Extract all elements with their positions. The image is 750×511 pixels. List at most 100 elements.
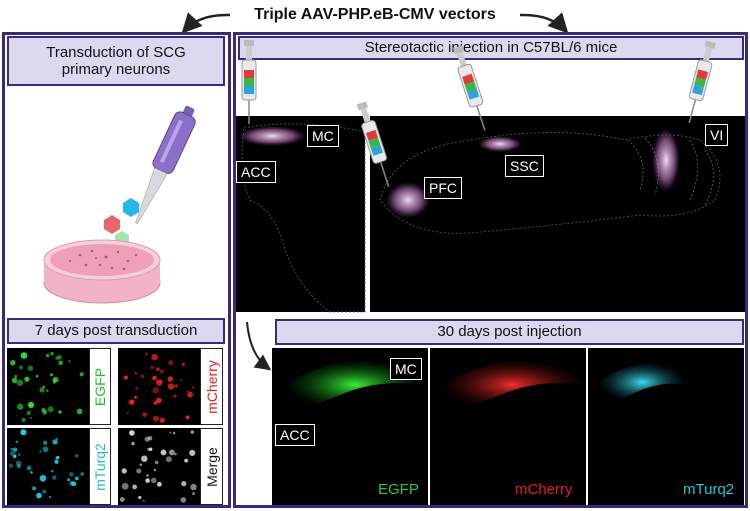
- cell-dot: [146, 474, 149, 477]
- cell-dot: [153, 468, 156, 471]
- cell-dot: [126, 411, 129, 414]
- cell-dot: [153, 401, 158, 405]
- cell-dot: [15, 440, 19, 444]
- cell-dot: [181, 481, 187, 487]
- right-panel-header: Stereotactic injection in C57BL/6 mice: [238, 36, 744, 60]
- cell-dot: [152, 387, 159, 394]
- sagittal-outline: [379, 132, 721, 234]
- region-label-mc: MC: [307, 125, 339, 147]
- cell-dot: [42, 385, 45, 389]
- cell-dot: [169, 449, 175, 456]
- region-label-acc: ACC: [236, 161, 276, 183]
- cell-dot: [160, 449, 167, 456]
- right-panel-subheader: 30 days post injection: [275, 319, 744, 345]
- cell-dot: [27, 365, 34, 372]
- cell-dot: [36, 492, 42, 499]
- figure-title: Triple AAV-PHP.eB-CMV vectors: [254, 6, 496, 23]
- cell-dot: [52, 439, 58, 445]
- cell-dot: [139, 463, 142, 466]
- ssc-injection: [478, 136, 522, 152]
- cell-dot: [68, 360, 71, 363]
- cell-dot: [150, 477, 157, 484]
- syringe-icon-2: [356, 101, 390, 187]
- right-arrow: [519, 12, 569, 34]
- vector-cyan-icon: [123, 198, 139, 217]
- cell-dot: [31, 486, 37, 491]
- cell-dot: [48, 495, 52, 499]
- cell-dot: [151, 353, 158, 361]
- cell-dot: [39, 387, 45, 393]
- cell-dot: [13, 447, 18, 452]
- left-panel-subheader: 7 days post transduction: [7, 318, 225, 344]
- cell-dot: [80, 472, 84, 476]
- label-mcherry: mCherry: [200, 348, 223, 425]
- section-label-acc: ACC: [275, 424, 315, 446]
- cell-dot: [119, 497, 125, 502]
- cell-medium: [50, 244, 154, 276]
- cell-dot: [58, 410, 62, 414]
- coronal-outline: [241, 123, 366, 313]
- cell-dot: [142, 499, 145, 502]
- cell-dot: [75, 476, 79, 481]
- cell-dot: [46, 389, 49, 393]
- cell-dot: [187, 391, 194, 398]
- cell-dot: [145, 352, 148, 355]
- cell-dot: [22, 353, 25, 356]
- cell-dot: [24, 376, 30, 382]
- left-panel-header: Transduction of SCG primary neurons: [7, 36, 225, 86]
- cell-dot: [154, 460, 159, 465]
- cell-dot: [138, 495, 142, 500]
- cell-dot: [167, 376, 174, 382]
- cell-dot: [54, 459, 59, 464]
- cell-dot: [39, 450, 42, 453]
- cell-dot: [35, 375, 39, 378]
- cell-dot: [129, 399, 135, 405]
- coronal-section: [236, 116, 365, 312]
- cell-dot: [155, 367, 160, 372]
- cell-dot: [50, 469, 54, 473]
- cell-dot: [152, 375, 157, 381]
- cell-dot: [167, 383, 175, 390]
- pipette-dish-illustration: [43, 105, 196, 304]
- cell-dot: [9, 450, 15, 456]
- cell-dot: [189, 449, 196, 456]
- cell-dot: [140, 374, 145, 379]
- cell-dot: [50, 351, 54, 356]
- cell-dot: [30, 471, 33, 474]
- cell-dot: [13, 454, 17, 459]
- cell-dot: [174, 453, 177, 456]
- cell-dot: [53, 381, 56, 384]
- cell-dot: [29, 417, 32, 419]
- cell-dot: [152, 415, 159, 422]
- label-mturq2: mTurq2: [89, 428, 111, 505]
- cell-dot: [129, 430, 135, 436]
- cell-dot: [17, 403, 24, 410]
- cell-dot: [144, 436, 150, 442]
- cell-dot: [185, 415, 190, 420]
- cell-dot: [71, 481, 77, 487]
- cell-dot: [169, 431, 172, 434]
- cell-dot: [147, 447, 151, 451]
- mturq2-cortex-signal: [598, 361, 686, 403]
- cell-dot: [47, 406, 54, 413]
- cell-dot: [45, 353, 50, 358]
- pfc-injection: [386, 182, 430, 218]
- label-merge: Merge: [200, 428, 223, 505]
- label-egfp: EGFP: [89, 348, 111, 425]
- cell-dot: [52, 475, 57, 480]
- cell-dot: [192, 492, 196, 496]
- cell-dot: [187, 390, 190, 393]
- region-label-pfc: PFC: [424, 177, 462, 199]
- cell-dot: [16, 464, 21, 469]
- cell-dot: [157, 481, 162, 487]
- left-arrow: [181, 12, 231, 34]
- cell-dot: [174, 384, 178, 388]
- channel-label-mturq2: mTurq2: [683, 481, 735, 498]
- cell-dot: [191, 386, 195, 389]
- cell-dot: [18, 453, 21, 456]
- cell-dot: [132, 484, 138, 490]
- syringe-icon-1: [241, 40, 257, 124]
- cell-dot: [52, 376, 59, 383]
- cell-dot: [58, 360, 63, 366]
